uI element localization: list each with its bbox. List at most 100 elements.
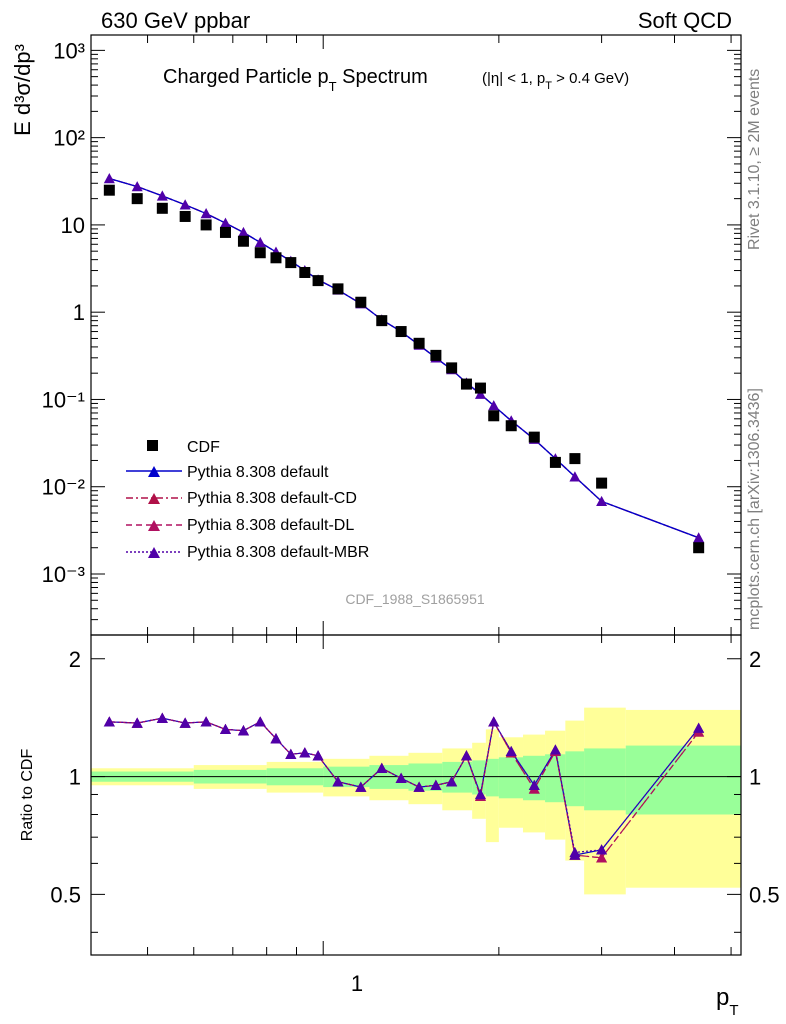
legend-mbr-label: Pythia 8.308 default-MBR — [187, 544, 369, 561]
y-tick-label: 1 — [73, 300, 85, 325]
cdf-point — [179, 210, 191, 222]
mc-point — [219, 217, 231, 228]
band-inner — [485, 758, 499, 797]
mc-point — [693, 532, 705, 543]
chart-title-cut: (|η| < 1, pT > 0.4 GeV) — [482, 70, 629, 92]
mc-line-default — [109, 177, 699, 539]
legend: CDF Pythia 8.308 default Pythia 8.308 de… — [126, 439, 369, 561]
axes: 10⁻³ 10⁻² 10⁻¹ 1 10 10² 10³ 0.5 0.5 1 1 2 2 — [42, 34, 780, 956]
ratio-point — [219, 723, 231, 735]
ratio-point — [413, 781, 425, 792]
ratio-point — [131, 717, 143, 728]
y-tick-label: 10² — [53, 126, 85, 151]
mc-point — [474, 388, 486, 399]
y-tick-label: 10³ — [53, 38, 85, 63]
mc-point — [488, 400, 500, 411]
legend-cd-marker — [148, 493, 160, 504]
cdf-point — [596, 477, 608, 489]
ratio-tick-label: 0.5 — [749, 882, 780, 907]
mc-line-mbr — [109, 177, 699, 539]
cdf-point — [131, 193, 143, 205]
x-tick-label: 1 — [351, 971, 363, 996]
band-inner — [545, 754, 566, 803]
y-tick-label: 10 — [61, 213, 85, 238]
process-label: Soft QCD — [637, 8, 732, 33]
cdf-point — [528, 431, 540, 443]
band-inner — [442, 761, 473, 793]
ratio-point — [103, 716, 115, 727]
cdf-point — [355, 296, 367, 308]
ratio-frame — [90, 634, 742, 956]
x-axis-label: pT — [716, 984, 739, 1019]
cdf-point — [693, 542, 705, 554]
mc-point — [200, 208, 212, 219]
ratio-point — [446, 776, 458, 787]
legend-cdf-marker — [147, 440, 158, 451]
chart-title: Charged Particle pT Spectrum — [163, 66, 428, 94]
y-tick-label: 10⁻³ — [42, 562, 85, 587]
ratio-point — [237, 725, 249, 736]
cdf-point — [395, 326, 407, 338]
ratio-point — [549, 744, 561, 755]
mc-point — [131, 181, 143, 192]
cdf-point — [312, 275, 324, 287]
legend-cd-label: Pythia 8.308 default-CD — [187, 490, 357, 507]
ratio-tick-label: 1 — [749, 765, 761, 790]
ratio-point — [569, 849, 581, 860]
ratio-point — [156, 712, 168, 723]
band-inner — [584, 748, 626, 811]
y-tick-label: 10⁻² — [42, 475, 85, 500]
ratio-point — [270, 733, 282, 744]
legend-dl-label: Pythia 8.308 default-DL — [187, 517, 354, 534]
band-inner — [565, 751, 585, 807]
ratio-point — [312, 750, 324, 761]
ratio-line-3 — [109, 717, 700, 854]
cdf-point — [549, 456, 561, 468]
ratio-point — [505, 745, 517, 757]
y-axis-label: E d³σ/dp³ — [10, 44, 35, 136]
ratio-plot-marks — [91, 707, 741, 895]
ratio-tick-label: 0.5 — [50, 882, 81, 907]
ratio-point — [474, 788, 486, 800]
mc-point — [569, 471, 581, 482]
mc-line-cd — [109, 177, 699, 539]
cdf-point — [254, 247, 266, 259]
ratio-tick-label: 1 — [69, 765, 81, 790]
cdf-point — [219, 226, 231, 238]
ratio-point — [460, 750, 472, 761]
cdf-point — [460, 378, 472, 390]
ratio-point — [376, 762, 388, 773]
cdf-point — [270, 252, 282, 264]
ratio-point — [693, 722, 705, 733]
ratio-point — [200, 716, 212, 727]
cdf-point — [103, 184, 115, 196]
cdf-point — [332, 283, 344, 295]
cdf-point — [569, 453, 581, 465]
ratio-point — [596, 844, 608, 855]
ratio-point — [254, 716, 266, 727]
cdf-point — [488, 410, 500, 422]
cdf-point — [237, 235, 249, 247]
cdf-point — [413, 337, 425, 349]
ratio-point — [285, 748, 297, 759]
main-plot-marks — [103, 173, 705, 554]
cdf-point — [446, 362, 458, 374]
ratio-point — [332, 776, 344, 787]
mc-line-dl — [109, 177, 699, 539]
cdf-point — [505, 420, 517, 432]
ratio-point — [596, 852, 608, 863]
y-tick-label: 10⁻¹ — [42, 387, 85, 412]
analysis-id: CDF_1988_S1865951 — [345, 591, 485, 607]
ratio-point — [528, 779, 540, 790]
ratio-point — [179, 717, 191, 728]
cdf-point — [299, 266, 311, 278]
cdf-point — [474, 382, 486, 394]
mc-point — [103, 173, 115, 184]
ratio-axis-label: Ratio to CDF — [19, 749, 36, 842]
ratio-point — [488, 716, 500, 727]
band-inner — [625, 745, 741, 815]
cdf-point — [156, 202, 168, 214]
legend-cdf-label: CDF — [187, 439, 220, 456]
cdf-point — [430, 349, 442, 361]
mc-point — [254, 236, 266, 248]
